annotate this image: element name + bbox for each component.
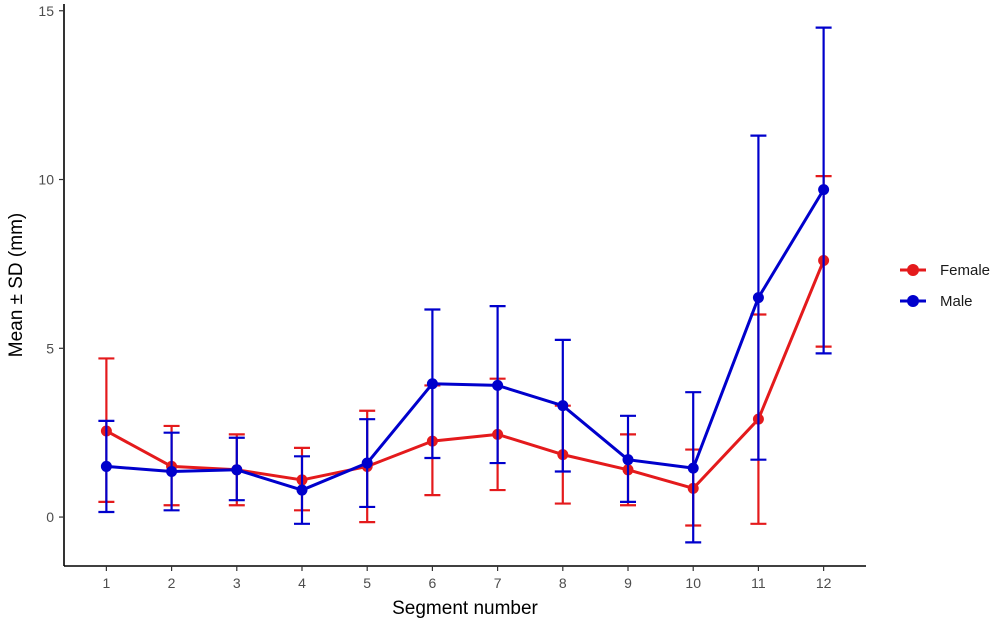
data-point-male bbox=[622, 454, 634, 466]
x-tick-label: 4 bbox=[298, 575, 306, 591]
x-tick-label: 1 bbox=[102, 575, 110, 591]
data-point-male bbox=[296, 484, 308, 496]
y-tick-label: 0 bbox=[46, 509, 54, 525]
legend-swatch-point-female bbox=[907, 264, 919, 276]
x-tick-label: 3 bbox=[233, 575, 241, 591]
data-point-male bbox=[752, 292, 764, 304]
legend-label-female: Female bbox=[940, 262, 990, 279]
x-tick-label: 9 bbox=[624, 575, 632, 591]
x-tick-label: 2 bbox=[168, 575, 176, 591]
legend: Female Male bbox=[900, 262, 990, 310]
series-male bbox=[98, 26, 832, 544]
series-layer bbox=[98, 26, 832, 544]
data-point-male bbox=[687, 462, 699, 474]
data-point-male bbox=[492, 379, 504, 391]
legend-item-male: Male bbox=[900, 293, 973, 310]
data-point-male bbox=[557, 400, 569, 412]
x-tick-label: 12 bbox=[816, 575, 832, 591]
y-tick-label: 15 bbox=[38, 3, 54, 19]
x-ticks: 1 2 3 4 5 6 7 8 9 10 11 12 bbox=[102, 566, 832, 591]
x-tick-label: 10 bbox=[685, 575, 701, 591]
x-tick-label: 11 bbox=[751, 575, 766, 591]
y-axis-title: Mean ± SD (mm) bbox=[6, 213, 27, 358]
series-female bbox=[98, 175, 832, 527]
x-tick-label: 8 bbox=[559, 575, 567, 591]
legend-label-male: Male bbox=[940, 293, 973, 310]
x-tick-label: 5 bbox=[363, 575, 371, 591]
data-point-male bbox=[100, 460, 112, 472]
legend-item-female: Female bbox=[900, 262, 990, 279]
data-point-male bbox=[361, 457, 373, 469]
x-tick-label: 7 bbox=[494, 575, 502, 591]
data-point-male bbox=[426, 378, 438, 390]
axes-layer bbox=[63, 4, 866, 567]
series-line-male bbox=[106, 188, 825, 492]
legend-swatch-point-male bbox=[907, 295, 919, 307]
y-ticks: 0 5 10 15 bbox=[38, 3, 64, 525]
series-line-female bbox=[105, 259, 826, 490]
data-point-male bbox=[231, 464, 243, 476]
y-tick-label: 5 bbox=[46, 340, 54, 356]
x-tick-label: 6 bbox=[428, 575, 436, 591]
x-axis-title: Segment number bbox=[392, 598, 538, 619]
y-tick-label: 10 bbox=[38, 172, 54, 188]
data-point-male bbox=[818, 184, 830, 196]
data-point-male bbox=[166, 465, 178, 477]
